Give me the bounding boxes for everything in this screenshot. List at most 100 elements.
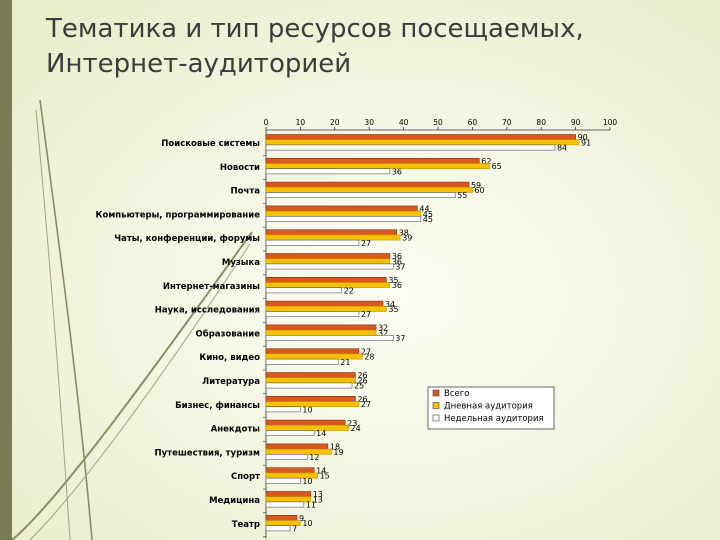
data-label: 45 xyxy=(423,210,433,219)
data-label: 26 xyxy=(357,371,367,380)
bar-daily xyxy=(265,163,490,169)
category-label: Почта xyxy=(231,187,261,197)
bar-daily xyxy=(265,234,401,241)
data-label: 10 xyxy=(302,519,312,528)
data-label: 7 xyxy=(292,524,297,533)
data-label: 12 xyxy=(309,453,319,462)
bar-daily xyxy=(265,424,349,431)
bar-daily xyxy=(265,258,391,265)
data-label: 18 xyxy=(330,443,340,452)
bar-total xyxy=(265,372,356,378)
data-label: 27 xyxy=(361,400,371,409)
bar-daily xyxy=(265,187,473,193)
bar-weekly xyxy=(265,263,394,270)
bar-daily xyxy=(265,329,377,336)
data-label: 27 xyxy=(361,239,371,248)
data-label: 39 xyxy=(402,234,412,243)
category-label: Наука, исследования xyxy=(155,306,260,316)
data-label: 44 xyxy=(419,205,429,214)
data-label: 25 xyxy=(354,382,364,391)
category-label: Театр xyxy=(232,520,260,530)
bar-weekly xyxy=(265,239,360,246)
data-label: 28 xyxy=(364,353,374,362)
bar-weekly xyxy=(265,287,342,294)
bar-weekly xyxy=(265,477,301,484)
data-label: 91 xyxy=(581,138,591,147)
legend-label: Недельная аудитория xyxy=(444,414,544,424)
category-label: Новости xyxy=(220,163,260,173)
bar-daily xyxy=(265,282,391,288)
legend-label: Дневная аудитория xyxy=(444,402,533,412)
x-tick-label: 0 xyxy=(264,118,269,127)
bar-weekly xyxy=(265,216,422,222)
bar-total xyxy=(265,514,298,521)
bar-total xyxy=(265,395,356,402)
bar-weekly xyxy=(265,430,315,436)
bar-weekly xyxy=(265,501,305,508)
slide-left-stripe xyxy=(0,0,12,540)
data-label: 21 xyxy=(340,358,350,367)
bar-weekly xyxy=(265,334,394,341)
data-label: 24 xyxy=(351,424,361,433)
category-label: Компьютеры, программирование xyxy=(96,210,261,220)
data-label: 14 xyxy=(316,429,326,438)
data-label: 9 xyxy=(299,514,304,523)
legend-swatch xyxy=(432,414,440,422)
data-label: 10 xyxy=(302,477,312,486)
data-label: 32 xyxy=(378,324,388,333)
category-label: Интернет-магазины xyxy=(163,282,260,292)
data-label: 59 xyxy=(471,181,481,190)
data-label: 11 xyxy=(306,501,316,510)
legend-swatch xyxy=(432,389,440,397)
data-label: 36 xyxy=(392,252,402,261)
data-label: 35 xyxy=(388,305,398,314)
data-label: 84 xyxy=(557,144,567,153)
data-label: 14 xyxy=(316,466,326,475)
bar-daily xyxy=(265,496,312,503)
data-label: 27 xyxy=(361,347,371,356)
x-tick-label: 60 xyxy=(468,118,478,127)
category-label: Анекдоты xyxy=(211,425,260,435)
legend-box xyxy=(427,386,555,430)
category-label: Бизнес, финансы xyxy=(175,401,260,411)
x-tick-label: 10 xyxy=(296,118,306,127)
bar-weekly xyxy=(265,358,339,365)
data-label: 37 xyxy=(395,263,405,272)
data-label: 62 xyxy=(481,157,491,166)
bar-total xyxy=(265,491,312,497)
x-tick-label: 50 xyxy=(433,118,443,127)
bar-weekly xyxy=(265,192,456,198)
data-label: 37 xyxy=(395,334,405,343)
data-label: 32 xyxy=(378,329,388,338)
bar-total xyxy=(265,134,576,140)
bar-total xyxy=(265,443,329,450)
x-tick-label: 100 xyxy=(603,118,618,127)
data-label: 45 xyxy=(423,215,433,224)
category-label: Образование xyxy=(196,328,261,339)
slide-title: Тематика и тип ресурсов посещаемых, Инте… xyxy=(46,14,584,79)
data-label: 35 xyxy=(388,276,398,285)
bar-total xyxy=(265,300,384,307)
bar-total xyxy=(265,419,346,426)
x-tick-label: 20 xyxy=(330,118,340,127)
bar-daily xyxy=(265,448,332,455)
data-label: 38 xyxy=(399,228,409,237)
category-label: Медицина xyxy=(209,496,260,506)
data-label: 90 xyxy=(578,133,588,142)
x-tick-label: 80 xyxy=(536,118,546,127)
category-label: Кино, видео xyxy=(199,353,260,363)
bar-daily xyxy=(265,377,356,384)
bar-total xyxy=(265,158,480,164)
category-label: Музыка xyxy=(222,258,260,268)
x-tick-label: 70 xyxy=(502,118,512,127)
bar-total xyxy=(265,205,418,212)
data-label: 13 xyxy=(313,490,323,499)
data-label: 60 xyxy=(474,186,484,195)
bar-daily xyxy=(265,210,422,217)
data-label: 26 xyxy=(357,376,367,385)
data-label: 34 xyxy=(385,300,395,309)
bar-weekly xyxy=(265,453,308,460)
category-label: Литература xyxy=(202,377,260,387)
